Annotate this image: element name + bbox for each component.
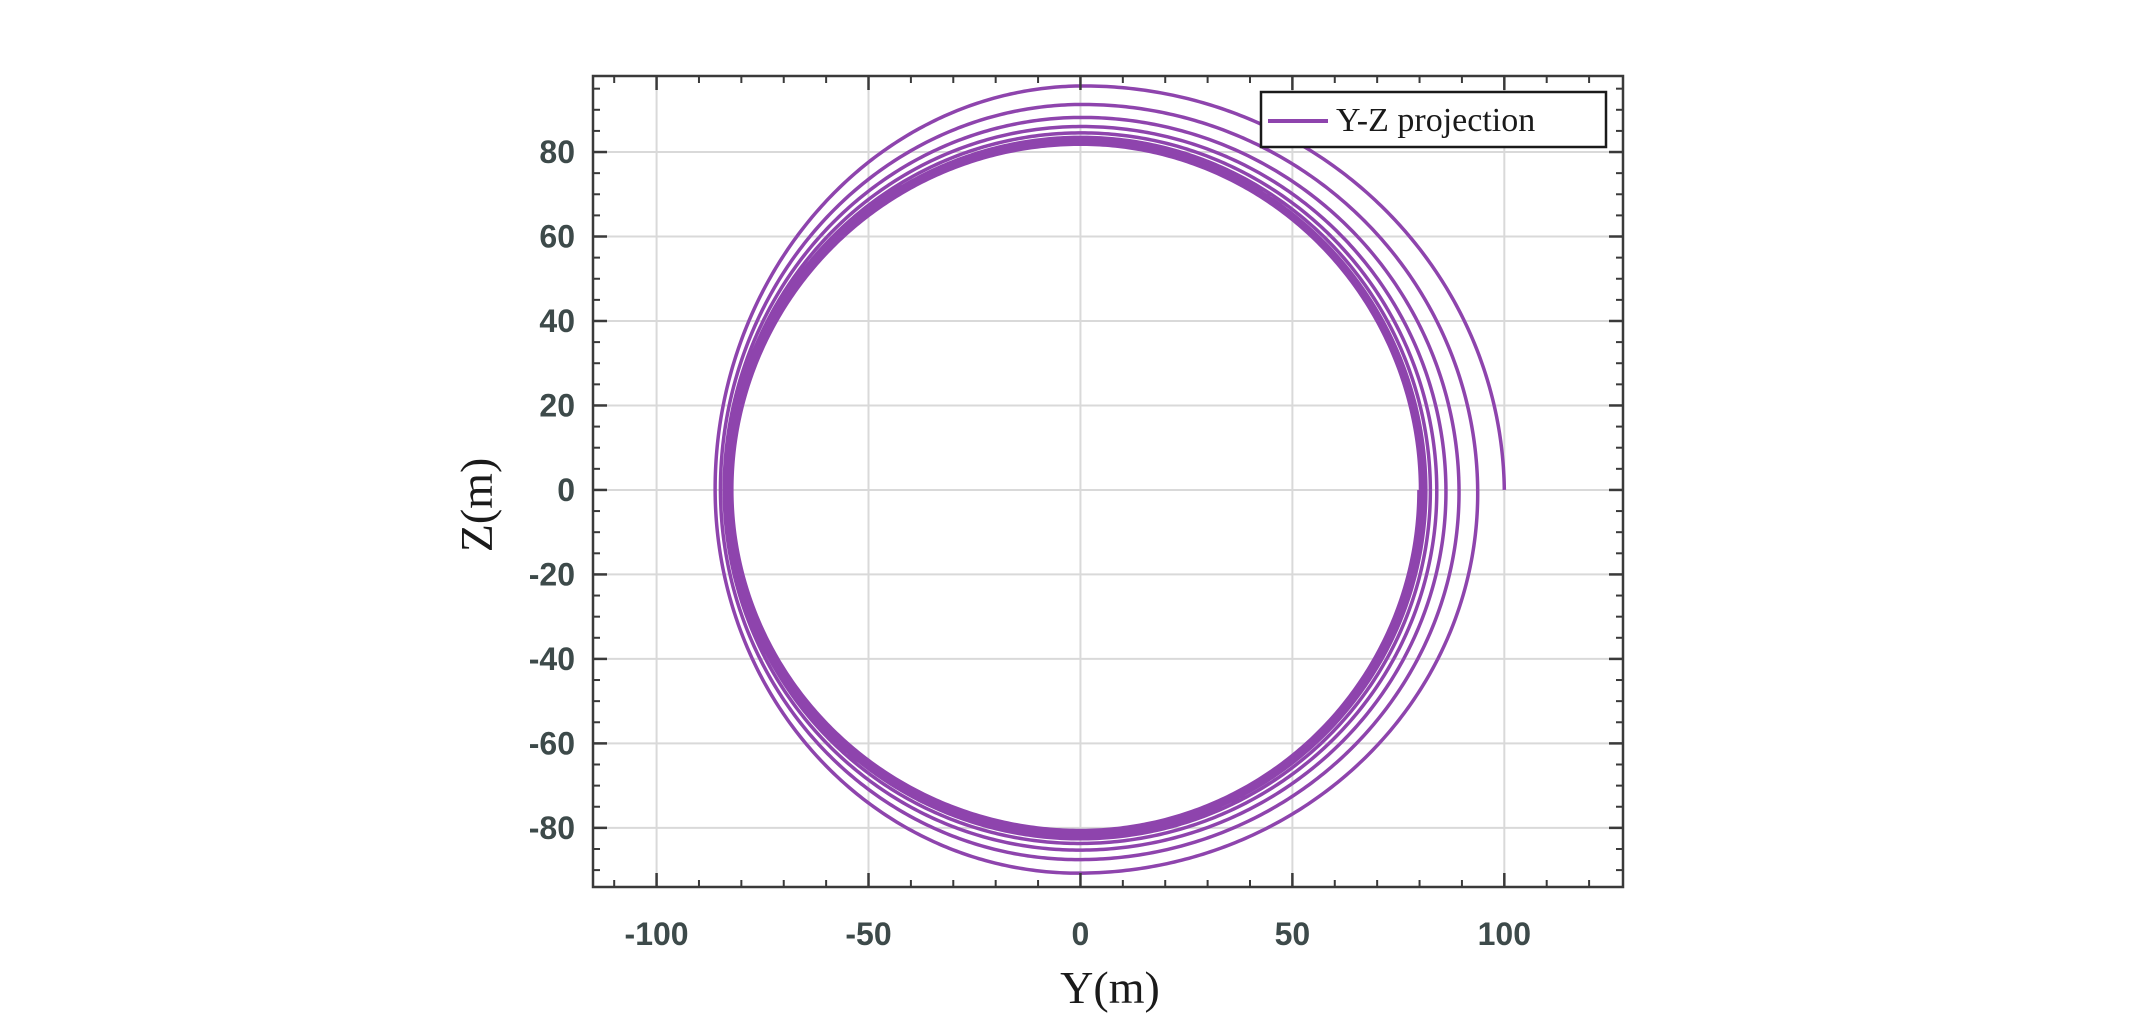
tick-labels: -100 -50 0 50 100 -80 -60 -40 -20 0 20 40 60 80 xyxy=(529,134,1531,952)
plot-background xyxy=(593,76,1623,887)
y-tick-label: -40 xyxy=(529,641,575,677)
plot-frame xyxy=(591,74,1625,889)
y-tick-label: 20 xyxy=(539,387,575,423)
x-tick-label: 0 xyxy=(1072,916,1090,952)
series-layer xyxy=(713,84,1507,875)
legend: Y-Z projection xyxy=(1259,90,1608,149)
axes xyxy=(591,74,1625,889)
y-tick-label: -20 xyxy=(529,556,575,592)
x-axis-label: Y(m) xyxy=(1060,962,1160,1013)
y-tick-label: -60 xyxy=(529,725,575,761)
y-axis-label: Z(m) xyxy=(451,458,502,553)
x-tick-label: -50 xyxy=(845,916,891,952)
ticks xyxy=(593,76,1623,887)
x-tick-label: 100 xyxy=(1478,916,1531,952)
y-tick-label: 80 xyxy=(539,134,575,170)
series-line-0 xyxy=(713,84,1507,875)
x-tick-label: -100 xyxy=(625,916,689,952)
y-tick-label: 40 xyxy=(539,303,575,339)
y-tick-label: 0 xyxy=(557,472,575,508)
y-tick-label: -80 xyxy=(529,810,575,846)
x-tick-label: 50 xyxy=(1275,916,1311,952)
legend-label: Y-Z projection xyxy=(1336,102,1535,139)
y-tick-label: 60 xyxy=(539,219,575,255)
grid-lines xyxy=(593,76,1623,887)
